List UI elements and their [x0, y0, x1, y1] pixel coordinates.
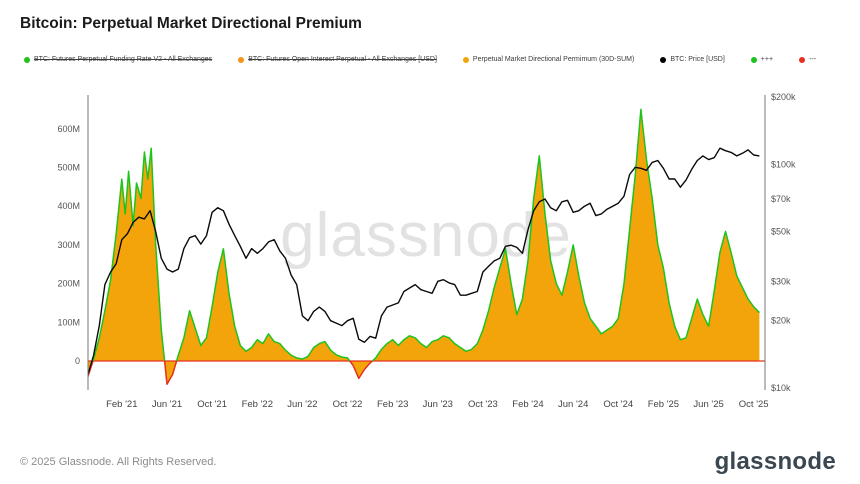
- right-axis-tick-label: $20k: [771, 316, 791, 326]
- x-axis-tick-label: Oct '23: [468, 399, 498, 410]
- btc-price-line: [87, 147, 760, 375]
- glassnode-logo: glassnode: [714, 448, 836, 475]
- legend-label: BTC: Futures Open Interest Perpetual - A…: [248, 56, 437, 63]
- left-axis-tick-label: 300M: [57, 240, 80, 250]
- legend-dot-icon: [24, 56, 30, 63]
- legend-dot-icon: [238, 56, 245, 63]
- x-axis-tick-label: Oct '21: [197, 399, 227, 410]
- legend-dot-icon: [750, 56, 757, 63]
- legend-label: Perpetual Market Directional Permimum (3…: [472, 56, 635, 63]
- left-axis-tick-label: 100M: [57, 317, 80, 327]
- legend-item-3[interactable]: BTC: Price [USD]: [660, 56, 725, 63]
- legend-item-4[interactable]: +++: [750, 56, 774, 63]
- left-axis-tick-label: 0: [75, 356, 80, 366]
- legend-label: ---: [809, 56, 817, 63]
- premium-line-positive: [92, 147, 166, 362]
- copyright-text: © 2025 Glassnode. All Rights Reserved.: [20, 456, 217, 468]
- legend-label: +++: [760, 56, 774, 63]
- x-axis-tick-label: Feb '23: [377, 399, 408, 410]
- x-axis-tick-label: Oct '25: [739, 399, 769, 410]
- x-axis-tick-label: Jun '24: [558, 399, 588, 410]
- x-axis-tick-label: Oct '22: [333, 399, 363, 410]
- legend-item-1[interactable]: BTC: Futures Open Interest Perpetual - A…: [238, 56, 437, 63]
- premium-line-negative: [349, 360, 373, 380]
- x-axis-tick-label: Jun '23: [423, 399, 453, 410]
- premium-line-positive: [175, 248, 351, 362]
- right-axis-tick-label: $200k: [771, 92, 796, 102]
- left-axis-tick-label: 400M: [57, 201, 80, 211]
- x-axis-tick-label: Jun '21: [152, 399, 182, 410]
- chart-legend: BTC: Futures Perpetual Funding Rate V2 -…: [24, 56, 816, 63]
- x-axis-tick-label: Jun '25: [693, 399, 723, 410]
- premium-area: [88, 109, 760, 385]
- legend-label: BTC: Futures Perpetual Funding Rate V2 -…: [34, 56, 213, 63]
- legend-dot-icon: [660, 56, 667, 63]
- right-axis-tick-label: $10k: [771, 383, 791, 393]
- premium-line-positive: [371, 108, 760, 362]
- legend-item-5[interactable]: ---: [799, 56, 816, 63]
- x-axis-tick-label: Feb '25: [648, 399, 679, 410]
- x-axis-tick-label: Jun '22: [287, 399, 317, 410]
- left-axis-tick-label: 600M: [57, 124, 80, 134]
- legend-dot-icon: [799, 56, 806, 63]
- right-axis-tick-label: $100k: [771, 159, 796, 169]
- x-axis-tick-label: Oct '24: [603, 399, 633, 410]
- legend-item-0[interactable]: BTC: Futures Perpetual Funding Rate V2 -…: [24, 56, 212, 63]
- x-axis-tick-label: Feb '21: [106, 399, 137, 410]
- chart-canvas[interactable]: 600M 500M 400M 300M 200M 100M 0 $200k $100k $70k $…: [0, 80, 860, 425]
- x-axis-tick-label: Feb '22: [242, 399, 273, 410]
- premium-line-negative: [163, 360, 178, 385]
- right-axis-tick-label: $50k: [771, 227, 791, 237]
- page-title: Bitcoin: Perpetual Market Directional Pr…: [20, 15, 362, 32]
- left-axis-tick-label: 500M: [57, 163, 80, 173]
- legend-label: BTC: Price [USD]: [670, 56, 725, 63]
- x-axis-tick-label: Feb '24: [512, 399, 543, 410]
- right-axis-tick-label: $70k: [771, 194, 791, 204]
- legend-dot-icon: [462, 56, 469, 63]
- left-axis-tick-label: 200M: [57, 279, 80, 289]
- right-axis-tick-label: $30k: [771, 276, 791, 286]
- legend-item-2[interactable]: Perpetual Market Directional Permimum (3…: [462, 56, 635, 63]
